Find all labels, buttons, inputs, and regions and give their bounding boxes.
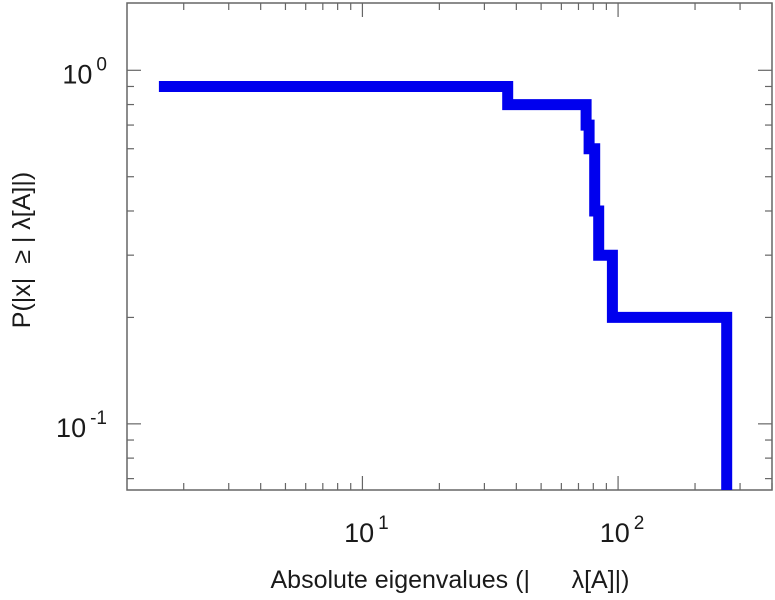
y-tick-label: 10 -1 [56, 408, 107, 443]
tick-label-base: 10 [56, 413, 86, 443]
tick-label-exponent: 2 [634, 513, 645, 534]
tick-labels: 10 1 10 210 010 -1 [56, 54, 644, 548]
major-ticks [127, 3, 772, 490]
tick-label-base: 10 [600, 518, 630, 548]
series-layer [158, 81, 733, 490]
tick-label-exponent: 0 [96, 54, 107, 75]
x-axis-label: Absolute eigenvalues (| λ[A]|) [271, 566, 630, 594]
x-tick-label: 10 1 [344, 513, 389, 548]
tick-label-base: 10 [344, 518, 374, 548]
plot-frame [126, 2, 773, 491]
x-tick-label: 10 2 [600, 513, 645, 548]
y-tick-label: 10 0 [62, 54, 107, 89]
tick-label-base: 10 [62, 59, 92, 89]
minor-ticks [127, 3, 773, 490]
tick-label-exponent: -1 [90, 408, 107, 429]
tick-label-exponent: 1 [378, 513, 389, 534]
y-axis-label: P(|x| ≥ | λ[A]|) [8, 172, 36, 328]
series-line-0 [158, 81, 733, 490]
